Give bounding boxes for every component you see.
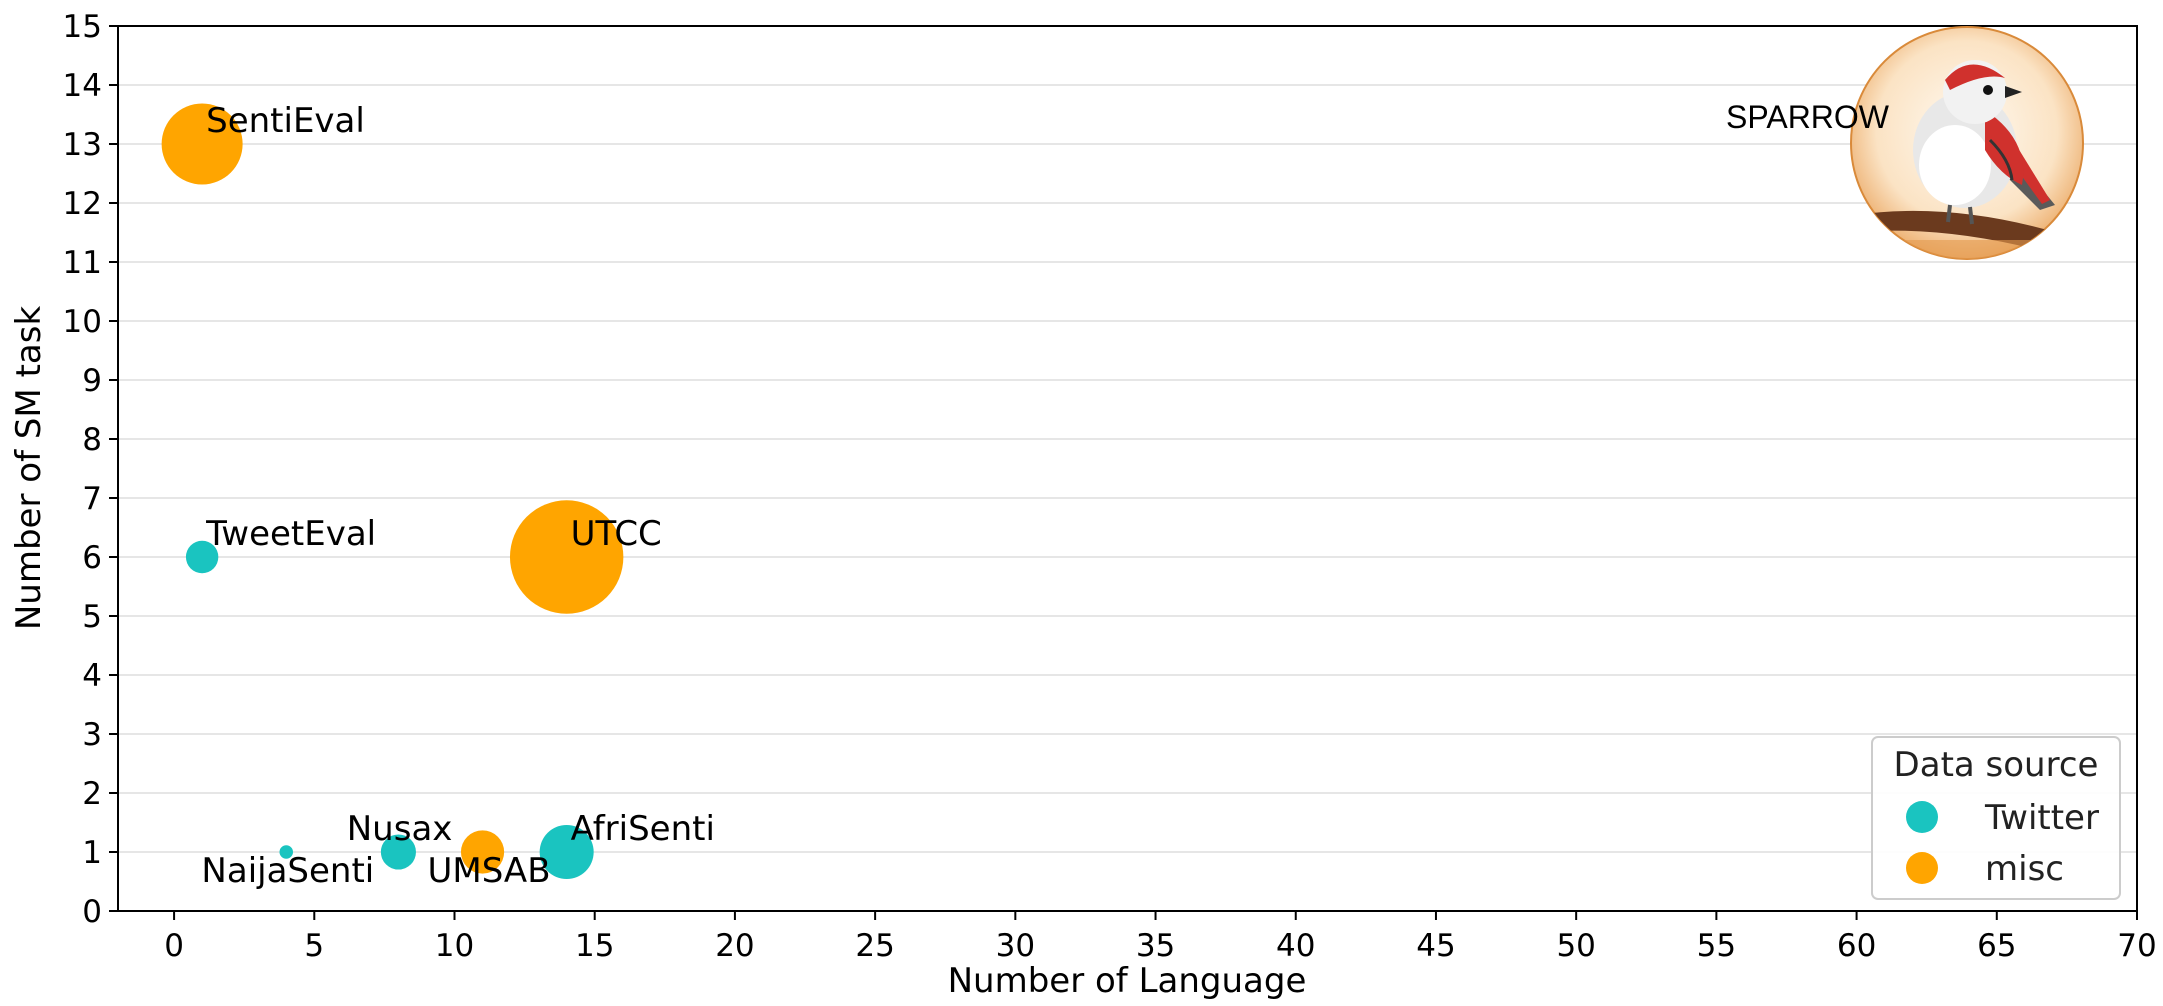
legend: Data source Twitter misc — [1871, 736, 2121, 900]
legend-label-twitter: Twitter — [1984, 798, 2099, 838]
point-label-tweeteval: TweetEval — [205, 514, 376, 554]
plot-frame — [117, 25, 2138, 912]
grid-lines — [118, 84, 2137, 853]
x-tick-label: 65 — [1977, 928, 2016, 964]
point-sentieval — [161, 103, 243, 185]
x-tick-label: 5 — [304, 928, 324, 964]
y-tick-label: 11 — [63, 245, 102, 281]
y-tick-label: 3 — [82, 717, 102, 753]
y-tick-label: 4 — [82, 658, 102, 694]
y-tick-label: 1 — [82, 835, 102, 871]
sparrow-emblem: SPARROW — [1726, 26, 2084, 260]
point-label-nusax: Nusax — [347, 809, 453, 849]
x-tick-label: 30 — [996, 928, 1035, 964]
y-tick-label: 8 — [82, 422, 102, 458]
y-tick-label: 2 — [82, 776, 102, 812]
y-tick-label: 5 — [82, 599, 102, 635]
y-tick-label: 12 — [63, 186, 102, 222]
point-tweeteval — [185, 540, 219, 574]
x-tick-label: 35 — [1136, 928, 1175, 964]
legend-title: Data source — [1894, 745, 2099, 785]
y-tick-label: 0 — [82, 894, 102, 930]
x-tick-label: 0 — [164, 928, 184, 964]
y-tick-label: 14 — [63, 68, 102, 104]
point-nusax — [380, 834, 416, 870]
x-tick-label: 15 — [575, 928, 614, 964]
x-tick-label: 55 — [1697, 928, 1736, 964]
x-tick-label: 60 — [1837, 928, 1876, 964]
x-axis-ticks: 0 5 10 15 20 25 30 35 40 45 50 55 60 65 70 — [164, 911, 2157, 964]
y-axis-label: Number of SM task — [9, 306, 49, 631]
x-tick-label: 50 — [1556, 928, 1595, 964]
y-tick-label: 13 — [63, 127, 102, 163]
point-naijasenti — [279, 845, 293, 859]
y-tick-label: 9 — [82, 363, 102, 399]
legend-label-misc: misc — [1985, 849, 2064, 889]
x-tick-label: 40 — [1276, 928, 1315, 964]
point-afrisenti — [539, 825, 594, 879]
point-label-sentieval: SentiEval — [206, 101, 365, 141]
y-tick-label: 15 — [63, 9, 102, 45]
point-umsab — [460, 830, 505, 874]
x-tick-label: 70 — [2117, 928, 2156, 964]
y-tick-label: 10 — [63, 304, 102, 340]
x-tick-label: 45 — [1416, 928, 1455, 964]
data-points: SentiEval TweetEval UTCC NaijaSentiNusaxUMS… — [161, 101, 715, 891]
point-label-naijasenti: NaijaSenti — [201, 851, 374, 891]
bird-icon — [1913, 60, 2055, 225]
point-utcc — [509, 500, 624, 614]
legend-marker-twitter — [1906, 801, 1938, 833]
x-tick-label: 20 — [715, 928, 754, 964]
x-axis-label: Number of Language — [948, 961, 1307, 1001]
sparrow-label: SPARROW — [1726, 99, 1890, 135]
x-tick-label: 25 — [855, 928, 894, 964]
legend-marker-misc — [1906, 852, 1938, 884]
point-label-umsab: UMSAB — [428, 851, 551, 891]
y-tick-label: 6 — [82, 540, 102, 576]
point-label-utcc: UTCC — [571, 514, 662, 554]
y-tick-label: 7 — [82, 481, 102, 517]
branch-icon — [1855, 210, 2080, 259]
point-label-afrisenti: AfriSenti — [571, 809, 715, 849]
x-tick-label: 10 — [435, 928, 474, 964]
